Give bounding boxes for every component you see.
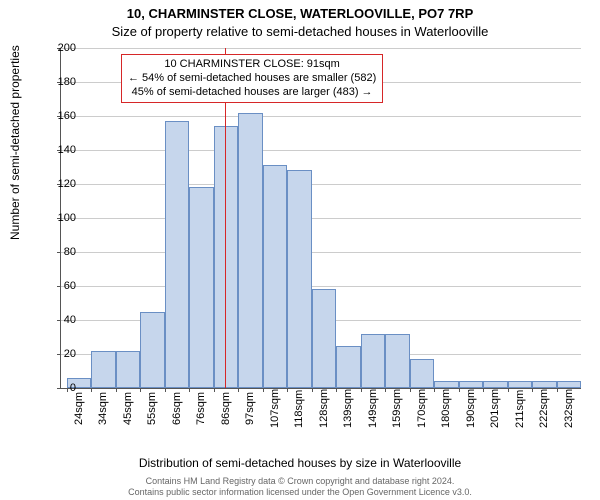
x-tick-mark [116, 388, 117, 392]
annotation-line: ← 54% of semi-detached houses are smalle… [128, 72, 376, 86]
x-tick-mark [557, 388, 558, 392]
y-tick-label: 140 [46, 144, 76, 156]
x-tick-label: 107sqm [269, 392, 281, 428]
y-axis-label: Number of semi-detached properties [8, 45, 22, 240]
histogram-bar [385, 334, 409, 388]
histogram-bar [238, 113, 262, 388]
histogram-bar [508, 381, 532, 388]
x-tick-label: 232sqm [563, 392, 575, 428]
gridline [61, 150, 581, 151]
x-tick-mark [263, 388, 264, 392]
annotation-box: 10 CHARMINSTER CLOSE: 91sqm← 54% of semi… [121, 54, 383, 103]
y-tick-label: 200 [46, 42, 76, 54]
histogram-bar [336, 346, 360, 389]
x-tick-mark [238, 388, 239, 392]
x-tick-label: 45sqm [122, 392, 134, 428]
x-tick-mark [483, 388, 484, 392]
gridline [61, 218, 581, 219]
x-tick-label: 159sqm [391, 392, 403, 428]
x-tick-mark [165, 388, 166, 392]
annotation-line: 10 CHARMINSTER CLOSE: 91sqm [128, 58, 376, 72]
gridline [61, 184, 581, 185]
x-tick-label: 97sqm [244, 392, 256, 428]
histogram-bar [263, 165, 287, 388]
x-tick-mark [532, 388, 533, 392]
annotation-line: 45% of semi-detached houses are larger (… [128, 86, 376, 100]
x-tick-label: 86sqm [220, 392, 232, 428]
gridline [61, 48, 581, 49]
y-tick-label: 80 [46, 246, 76, 258]
x-tick-label: 66sqm [171, 392, 183, 428]
histogram-bar [165, 121, 189, 388]
y-tick-label: 40 [46, 314, 76, 326]
chart-container: 10, CHARMINSTER CLOSE, WATERLOOVILLE, PO… [0, 0, 600, 500]
caption-line1: Contains HM Land Registry data © Crown c… [146, 476, 455, 486]
x-tick-mark [140, 388, 141, 392]
gridline [61, 252, 581, 253]
chart-title-description: Size of property relative to semi-detach… [0, 24, 600, 39]
gridline [61, 286, 581, 287]
x-tick-label: 118sqm [293, 392, 305, 428]
histogram-bar [214, 126, 238, 388]
gridline [61, 116, 581, 117]
x-tick-label: 190sqm [465, 392, 477, 428]
y-tick-label: 160 [46, 110, 76, 122]
x-tick-mark [312, 388, 313, 392]
histogram-bar [459, 381, 483, 388]
x-tick-mark [214, 388, 215, 392]
x-tick-label: 170sqm [416, 392, 428, 428]
x-tick-label: 24sqm [73, 392, 85, 428]
histogram-bar [434, 381, 458, 388]
x-tick-mark [410, 388, 411, 392]
caption: Contains HM Land Registry data © Crown c… [0, 476, 600, 498]
y-tick-label: 0 [46, 382, 76, 394]
histogram-bar [312, 289, 336, 388]
histogram-bar [189, 187, 213, 388]
x-tick-label: 139sqm [342, 392, 354, 428]
x-tick-mark [336, 388, 337, 392]
x-tick-label: 149sqm [367, 392, 379, 428]
x-tick-label: 180sqm [440, 392, 452, 428]
x-tick-label: 34sqm [97, 392, 109, 428]
x-tick-label: 76sqm [195, 392, 207, 428]
histogram-bar [91, 351, 115, 388]
histogram-bar [116, 351, 140, 388]
x-tick-label: 128sqm [318, 392, 330, 428]
x-tick-mark [189, 388, 190, 392]
histogram-bar [287, 170, 311, 388]
x-tick-label: 222sqm [538, 392, 550, 428]
chart-title-address: 10, CHARMINSTER CLOSE, WATERLOOVILLE, PO… [0, 6, 600, 21]
histogram-bar [410, 359, 434, 388]
y-tick-label: 120 [46, 178, 76, 190]
plot-area: 24sqm34sqm45sqm55sqm66sqm76sqm86sqm97sqm… [60, 48, 581, 389]
caption-line2: Contains public sector information licen… [128, 487, 472, 497]
x-tick-label: 55sqm [146, 392, 158, 428]
histogram-bar [140, 312, 164, 389]
x-tick-mark [287, 388, 288, 392]
x-tick-label: 211sqm [514, 392, 526, 428]
y-tick-label: 180 [46, 76, 76, 88]
x-tick-mark [361, 388, 362, 392]
x-tick-mark [385, 388, 386, 392]
y-tick-label: 60 [46, 280, 76, 292]
histogram-bar [532, 381, 556, 388]
x-tick-mark [434, 388, 435, 392]
x-tick-label: 201sqm [489, 392, 501, 428]
x-tick-mark [508, 388, 509, 392]
histogram-bar [483, 381, 507, 388]
x-tick-mark [459, 388, 460, 392]
y-tick-label: 100 [46, 212, 76, 224]
x-tick-mark [91, 388, 92, 392]
x-axis-label: Distribution of semi-detached houses by … [0, 456, 600, 470]
histogram-bar [557, 381, 581, 388]
histogram-bar [361, 334, 385, 388]
y-tick-label: 20 [46, 348, 76, 360]
